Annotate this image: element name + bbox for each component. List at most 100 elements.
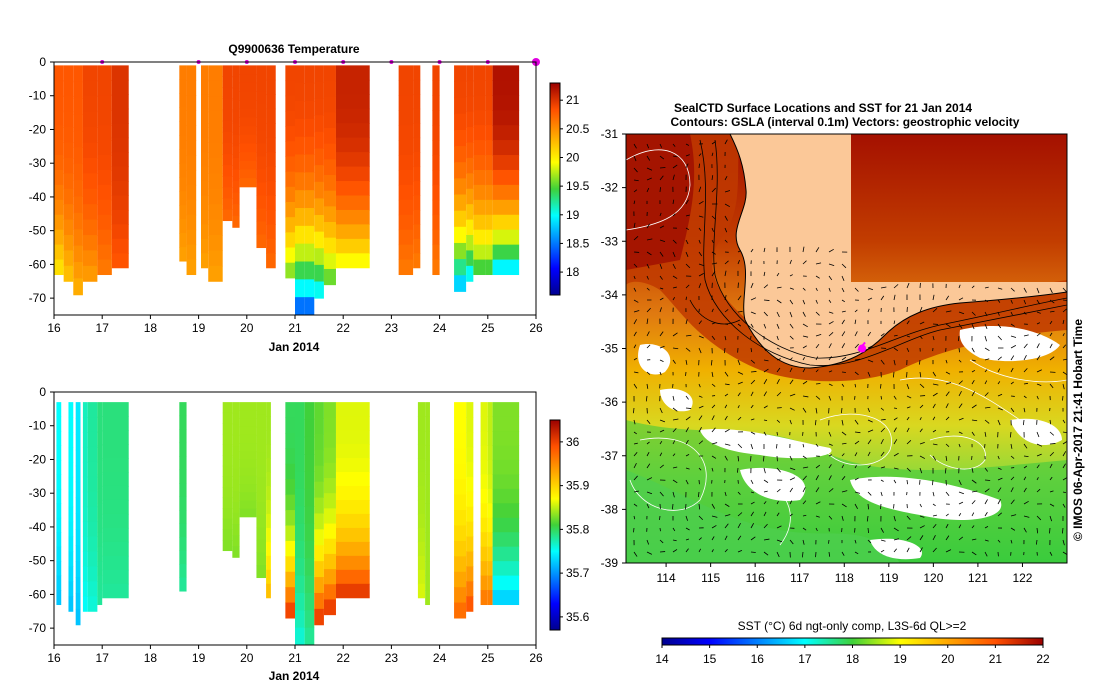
profile-cell — [256, 539, 267, 553]
profile-column — [266, 65, 276, 269]
profile-cell — [266, 224, 276, 240]
velocity-vector — [932, 443, 938, 446]
velocity-vector — [1036, 443, 1043, 447]
profile-cell — [398, 155, 414, 171]
profile-cell — [323, 523, 336, 540]
velocity-vector — [711, 227, 714, 232]
velocity-vector — [672, 407, 678, 412]
velocity-vector — [711, 515, 718, 518]
profile-cell — [473, 125, 486, 141]
velocity-vector — [841, 383, 845, 387]
velocity-vector — [1062, 539, 1065, 546]
velocity-vector — [659, 251, 664, 257]
profile-cell — [492, 95, 520, 111]
profile-cell — [239, 402, 257, 411]
velocity-vector — [841, 419, 844, 426]
velocity-vector — [906, 406, 911, 409]
velocity-vector — [789, 500, 793, 505]
velocity-vector — [802, 357, 806, 361]
profile-cell — [323, 584, 336, 600]
velocity-vector — [763, 467, 766, 474]
profile-cell — [335, 238, 370, 254]
profile-cell — [179, 483, 187, 498]
velocity-vector — [984, 479, 991, 481]
profile-cell — [102, 444, 129, 459]
velocity-vector — [1036, 355, 1041, 361]
profile-cell — [304, 627, 315, 646]
profile-column — [487, 402, 493, 606]
profile-cell — [97, 503, 103, 519]
profile-cell — [492, 474, 520, 490]
profile-cell — [335, 166, 370, 182]
colorbar-tick-label: 35.6 — [566, 610, 590, 624]
velocity-vector — [958, 311, 965, 315]
profile-cell — [487, 488, 493, 504]
profile-cell — [82, 417, 88, 433]
profile-cell — [398, 80, 414, 96]
salinity-x-axis: 16 17 18 19 20 21 22 23 24 25 26 — [47, 645, 543, 665]
velocity-vector — [932, 416, 936, 421]
velocity-vector — [958, 297, 964, 301]
profile-cell — [232, 157, 240, 170]
velocity-vector — [724, 203, 730, 208]
profile-cell — [82, 521, 88, 538]
velocity-vector — [763, 431, 767, 436]
profile-cell — [102, 583, 129, 599]
sst-map-panel: SealCTD Surface Locations and SST for 21… — [601, 101, 1085, 666]
profile-column — [398, 65, 414, 276]
profile-cell — [97, 155, 112, 171]
profile-cell — [413, 152, 421, 168]
profile-column — [97, 402, 103, 606]
profile-cell — [56, 431, 62, 446]
profile-cell — [179, 537, 187, 552]
velocity-vector — [841, 319, 845, 325]
velocity-vector — [828, 431, 832, 437]
profile-cell — [323, 432, 336, 449]
profile-cell — [201, 224, 209, 240]
velocity-vector — [646, 419, 651, 425]
profile-cell — [54, 155, 64, 171]
velocity-vector — [763, 379, 768, 385]
profile-cell — [480, 561, 488, 577]
velocity-vector — [867, 465, 871, 469]
velocity-vector — [1036, 395, 1039, 400]
velocity-vector — [919, 515, 925, 518]
profile-cell — [239, 126, 257, 136]
velocity-vector — [711, 503, 716, 509]
profile-column — [186, 65, 197, 276]
profile-cell — [473, 169, 486, 186]
velocity-vector — [1036, 515, 1042, 521]
velocity-vector — [737, 392, 741, 397]
velocity-vector — [828, 332, 834, 337]
velocity-vector — [685, 548, 689, 553]
velocity-vector — [984, 499, 988, 505]
velocity-vector — [737, 381, 743, 385]
velocity-vector — [932, 429, 937, 433]
profile-cell — [304, 101, 315, 120]
profile-cell — [473, 140, 486, 156]
velocity-vector — [737, 535, 742, 541]
profile-cell — [335, 416, 370, 431]
profile-cell — [335, 569, 370, 585]
profile-cell — [87, 581, 98, 597]
velocity-vector — [1049, 299, 1055, 304]
velocity-vector — [724, 335, 727, 341]
profile-cell — [487, 561, 493, 577]
velocity-vector — [997, 287, 1003, 290]
velocity-vector — [893, 538, 900, 541]
sst-colorbar-tick-label: 15 — [703, 652, 717, 666]
profile-cell — [454, 432, 467, 449]
velocity-vector — [802, 395, 809, 398]
profile-cell — [256, 104, 267, 118]
profile-cell — [87, 431, 98, 448]
profile-cell — [285, 141, 295, 157]
velocity-vector — [984, 467, 988, 472]
profile-cell — [285, 201, 295, 218]
velocity-vector — [750, 371, 757, 373]
profile-cell — [102, 458, 129, 473]
profile-cell — [314, 65, 324, 83]
profile-cell — [87, 596, 98, 612]
velocity-vector — [893, 294, 896, 301]
velocity-vector — [919, 503, 922, 508]
profile-column — [179, 402, 187, 592]
